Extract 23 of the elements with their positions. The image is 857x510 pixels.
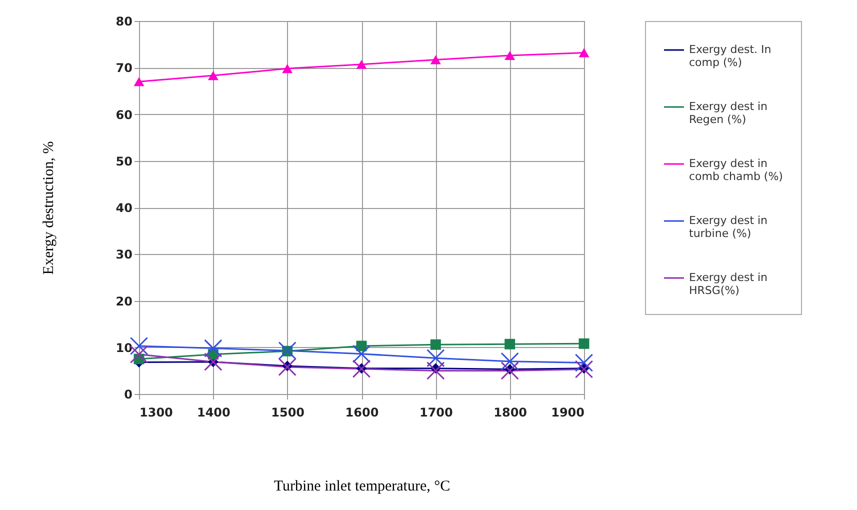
legend-label: Exergy dest in turbine (%)	[689, 214, 768, 240]
legend-label: Exergy dest in HRSG(%)	[689, 271, 768, 297]
y-tick-label: 30	[116, 248, 132, 262]
legend-label: Exergy dest in comb chamb (%)	[689, 157, 783, 183]
legend-label: Exergy dest. In comp (%)	[689, 43, 772, 69]
y-tick-label: 80	[116, 14, 132, 28]
legend-label: Exergy dest in Regen (%)	[689, 100, 768, 126]
x-tick-label: 1900	[551, 406, 584, 420]
x-tick-label: 1500	[271, 406, 305, 420]
y-tick-label: 50	[116, 154, 132, 168]
y-tick-label: 60	[116, 108, 132, 122]
x-tick-label: 1300	[140, 406, 173, 420]
x-tick-label: 1400	[196, 406, 230, 420]
x-axis-title: Turbine inlet temperature, °C	[274, 478, 450, 494]
y-tick-label: 70	[116, 61, 132, 76]
x-tick-label: 1800	[494, 406, 528, 420]
y-tick-label: 40	[116, 201, 132, 215]
y-tick-label: 0	[124, 388, 132, 402]
x-tick-label: 1700	[419, 406, 453, 420]
x-tick-label: 1600	[345, 406, 379, 420]
y-tick-label: 10	[116, 340, 132, 355]
y-axis-title: Exergy destruction, %	[40, 141, 57, 275]
y-tick-label: 20	[116, 294, 132, 308]
